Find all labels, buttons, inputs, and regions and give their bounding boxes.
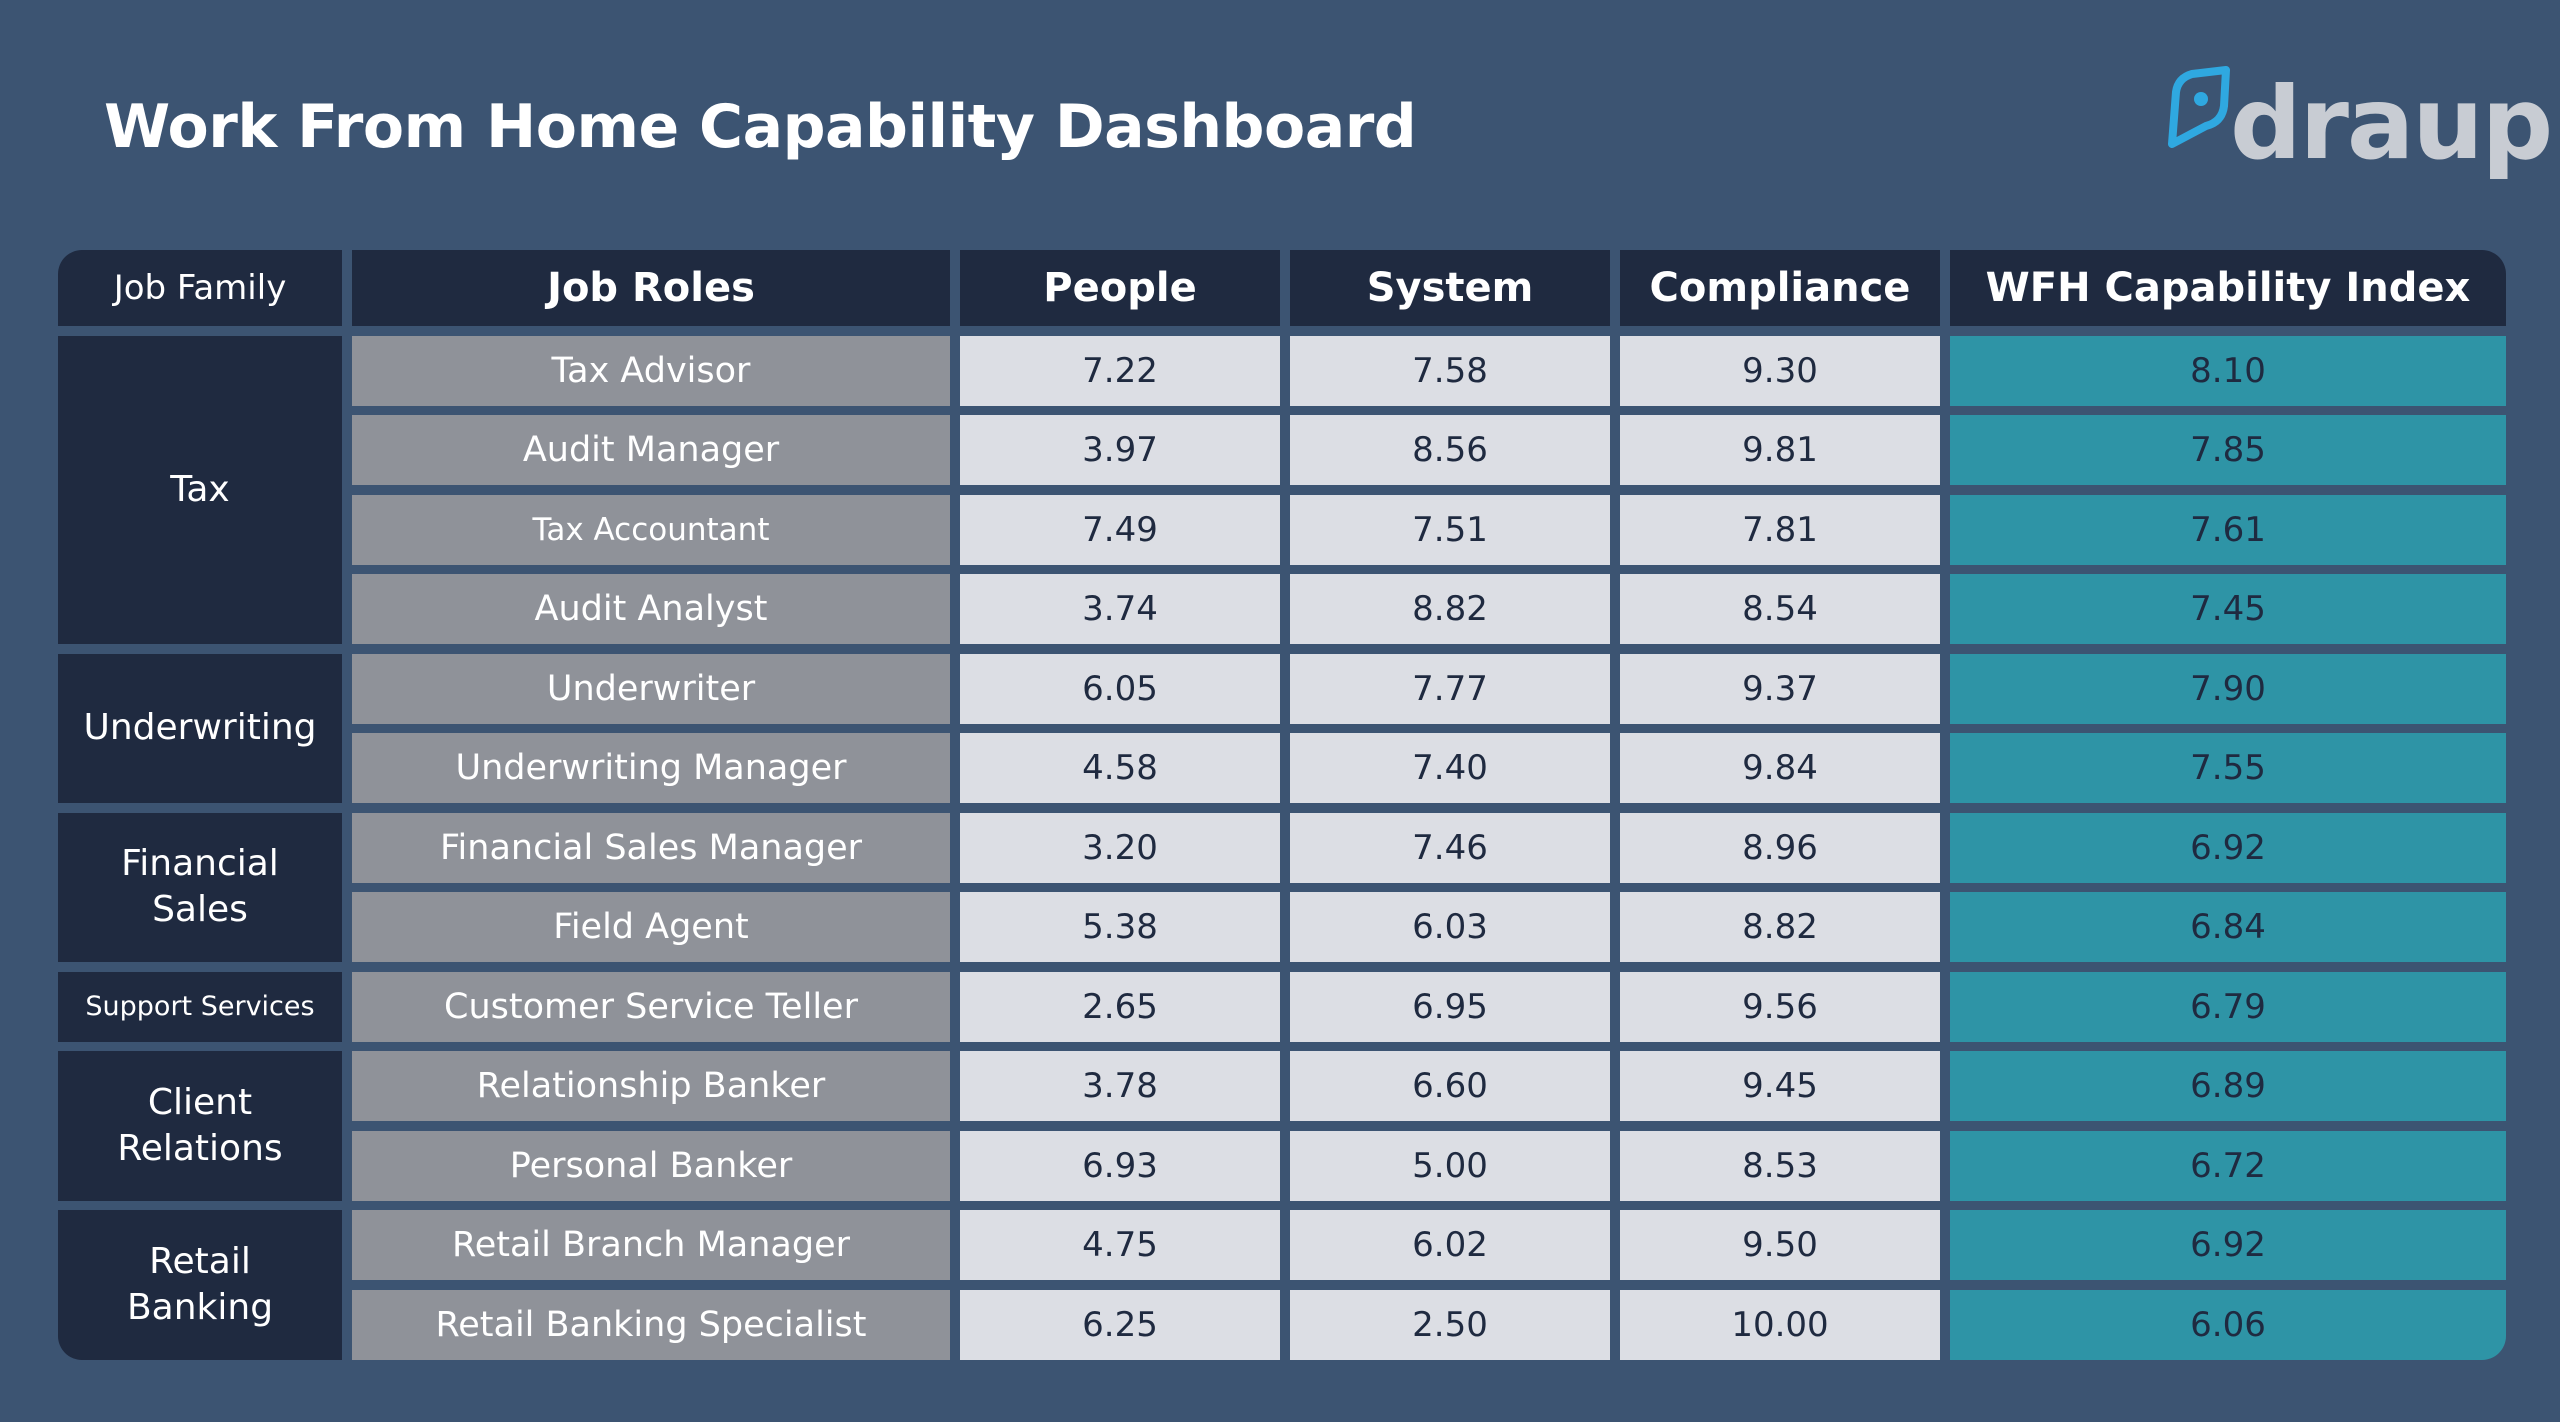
wfh-index-cell: 6.06 [1950, 1289, 2506, 1360]
system-score-cell: 5.00 [1290, 1130, 1610, 1201]
job-family-cell: Financial Sales [58, 812, 342, 962]
wfh-table: Job Family Job Roles People System Complianc… [58, 250, 2508, 1360]
compliance-score-cell: 10.00 [1620, 1289, 1940, 1360]
job-role-cell: Customer Service Teller [352, 971, 950, 1042]
wfh-index-cell: 7.85 [1950, 415, 2506, 485]
brand-logo: draup [2168, 66, 2553, 186]
header-job-family: Job Family [58, 250, 342, 326]
job-role-cell: Retail Branch Manager [352, 1210, 950, 1280]
wfh-index-cell: 7.45 [1950, 574, 2506, 644]
job-family-cell: Underwriting [58, 653, 342, 803]
job-role-cell: Underwriter [352, 653, 950, 724]
compliance-score-cell: 8.54 [1620, 574, 1940, 644]
compliance-score-cell: 9.84 [1620, 733, 1940, 803]
people-score-cell: 7.22 [960, 335, 1280, 406]
job-role-cell: Audit Analyst [352, 574, 950, 644]
wfh-index-cell: 8.10 [1950, 335, 2506, 406]
people-score-cell: 6.05 [960, 653, 1280, 724]
wfh-index-cell: 7.55 [1950, 733, 2506, 803]
system-score-cell: 8.56 [1290, 415, 1610, 485]
people-score-cell: 3.97 [960, 415, 1280, 485]
job-role-cell: Financial Sales Manager [352, 812, 950, 883]
brand-name: draup [2230, 65, 2553, 182]
people-score-cell: 7.49 [960, 494, 1280, 565]
people-score-cell: 6.93 [960, 1130, 1280, 1201]
job-family-cell: Retail Banking [58, 1210, 342, 1360]
system-score-cell: 7.58 [1290, 335, 1610, 406]
job-role-cell: Audit Manager [352, 415, 950, 485]
header-system: System [1290, 250, 1610, 326]
job-role-cell: Tax Advisor [352, 335, 950, 406]
people-score-cell: 3.78 [960, 1051, 1280, 1121]
system-score-cell: 2.50 [1290, 1289, 1610, 1360]
system-score-cell: 7.77 [1290, 653, 1610, 724]
people-score-cell: 5.38 [960, 892, 1280, 962]
people-score-cell: 4.75 [960, 1210, 1280, 1280]
compliance-score-cell: 9.30 [1620, 335, 1940, 406]
header-compliance: Compliance [1620, 250, 1940, 326]
wfh-index-cell: 6.84 [1950, 892, 2506, 962]
wfh-index-cell: 6.79 [1950, 971, 2506, 1042]
system-score-cell: 6.03 [1290, 892, 1610, 962]
system-score-cell: 7.51 [1290, 494, 1610, 565]
job-role-cell: Personal Banker [352, 1130, 950, 1201]
job-family-cell: Support Services [58, 971, 342, 1042]
compliance-score-cell: 9.50 [1620, 1210, 1940, 1280]
page-title: Work From Home Capability Dashboard [104, 92, 1417, 162]
compliance-score-cell: 7.81 [1620, 494, 1940, 565]
system-score-cell: 8.82 [1290, 574, 1610, 644]
people-score-cell: 3.74 [960, 574, 1280, 644]
compass-pin-icon [2168, 66, 2230, 148]
compliance-score-cell: 8.82 [1620, 892, 1940, 962]
compliance-score-cell: 9.56 [1620, 971, 1940, 1042]
compliance-score-cell: 9.37 [1620, 653, 1940, 724]
header-job-roles: Job Roles [352, 250, 950, 326]
system-score-cell: 7.40 [1290, 733, 1610, 803]
wfh-index-cell: 6.72 [1950, 1130, 2506, 1201]
header-wfh-index: WFH Capability Index [1950, 250, 2506, 326]
header-people: People [960, 250, 1280, 326]
compliance-score-cell: 9.81 [1620, 415, 1940, 485]
job-family-cell: Tax [58, 335, 342, 644]
job-role-cell: Field Agent [352, 892, 950, 962]
people-score-cell: 2.65 [960, 971, 1280, 1042]
wfh-index-cell: 6.92 [1950, 812, 2506, 883]
job-role-cell: Tax Accountant [352, 494, 950, 565]
people-score-cell: 4.58 [960, 733, 1280, 803]
compliance-score-cell: 8.96 [1620, 812, 1940, 883]
system-score-cell: 6.02 [1290, 1210, 1610, 1280]
system-score-cell: 7.46 [1290, 812, 1610, 883]
job-role-cell: Underwriting Manager [352, 733, 950, 803]
wfh-index-cell: 6.89 [1950, 1051, 2506, 1121]
compliance-score-cell: 8.53 [1620, 1130, 1940, 1201]
job-role-cell: Retail Banking Specialist [352, 1289, 950, 1360]
job-role-cell: Relationship Banker [352, 1051, 950, 1121]
people-score-cell: 6.25 [960, 1289, 1280, 1360]
wfh-index-cell: 6.92 [1950, 1210, 2506, 1280]
system-score-cell: 6.60 [1290, 1051, 1610, 1121]
people-score-cell: 3.20 [960, 812, 1280, 883]
job-family-cell: Client Relations [58, 1051, 342, 1201]
wfh-index-cell: 7.90 [1950, 653, 2506, 724]
wfh-index-cell: 7.61 [1950, 494, 2506, 565]
compliance-score-cell: 9.45 [1620, 1051, 1940, 1121]
system-score-cell: 6.95 [1290, 971, 1610, 1042]
